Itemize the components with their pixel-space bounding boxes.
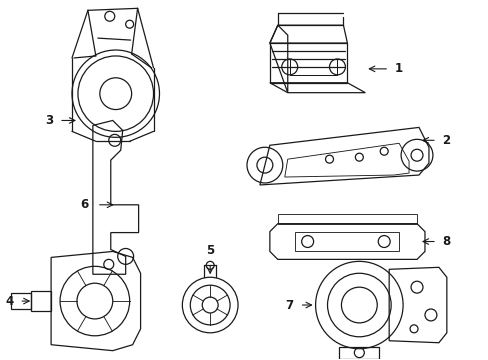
Text: 3: 3 <box>45 114 53 127</box>
Text: 5: 5 <box>205 244 214 257</box>
Text: 7: 7 <box>285 298 293 311</box>
Text: 2: 2 <box>441 134 449 147</box>
Text: 4: 4 <box>5 294 13 307</box>
Text: 6: 6 <box>81 198 89 211</box>
Text: 1: 1 <box>394 62 403 75</box>
Text: 8: 8 <box>441 235 449 248</box>
